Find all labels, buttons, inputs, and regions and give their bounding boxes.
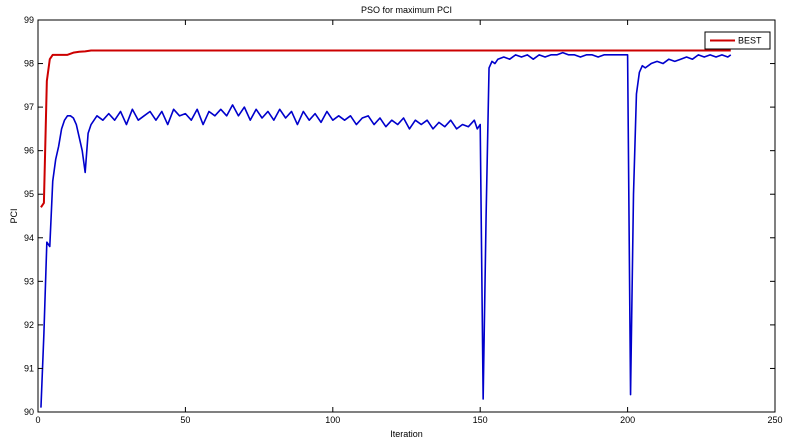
series-line-best (40, 49, 731, 208)
y-axis-ticks: 90 91 92 93 94 95 96 97 98 99 (24, 15, 775, 417)
y-tick-label: 93 (24, 276, 34, 286)
y-tick-label: 92 (24, 320, 34, 330)
y-tick-label: 97 (24, 102, 34, 112)
x-axis-title: Iteration (390, 429, 423, 439)
y-tick-label: 96 (24, 146, 34, 156)
series-line-current (40, 51, 732, 408)
y-tick-label: 98 (24, 59, 34, 69)
legend-label-best: BEST (738, 36, 762, 46)
y-axis-title: PCI (9, 208, 19, 223)
x-axis-ticks: 0 50 100 150 200 250 (35, 20, 783, 425)
legend-box (704, 31, 771, 50)
y-tick-label: 90 (24, 407, 34, 417)
plot-frame (37, 19, 776, 413)
y-tick-label: 94 (24, 233, 34, 243)
legend: BEST (704, 31, 771, 50)
chart-title: PSO for maximum PCI (361, 5, 452, 15)
plot-area: 0 50 100 150 200 250 90 91 92 93 94 95 96 97 98 99 (24, 15, 783, 425)
x-tick-label: 0 (35, 415, 40, 425)
x-tick-label: 200 (620, 415, 635, 425)
x-tick-label: 150 (473, 415, 488, 425)
y-tick-label: 99 (24, 15, 34, 25)
series-layer (40, 49, 732, 408)
x-tick-label: 50 (180, 415, 190, 425)
x-tick-label: 100 (325, 415, 340, 425)
x-tick-label: 250 (767, 415, 782, 425)
y-tick-label: 91 (24, 363, 34, 373)
y-tick-label: 95 (24, 189, 34, 199)
